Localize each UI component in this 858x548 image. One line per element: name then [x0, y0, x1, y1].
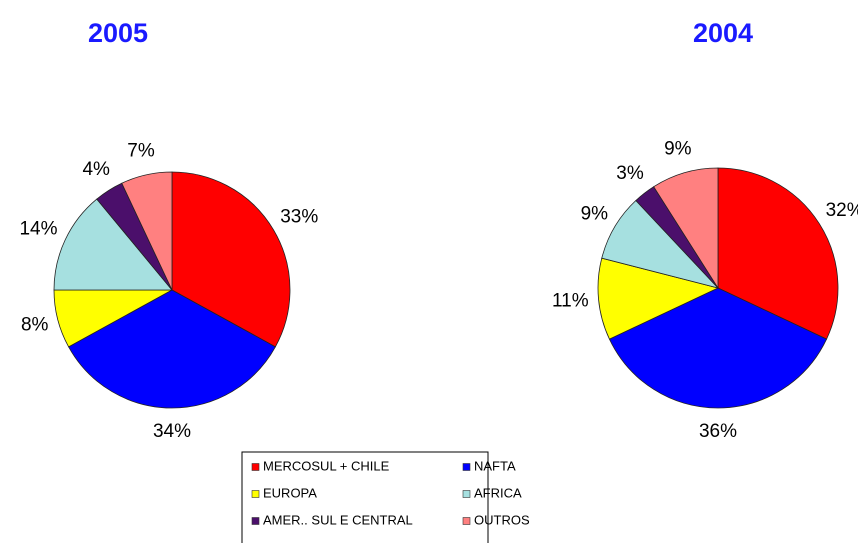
pie-slice	[68, 289, 276, 409]
data-label: 14%	[19, 219, 57, 240]
legend-box	[241, 451, 489, 548]
pie-slice	[171, 171, 291, 348]
legend-swatch	[462, 490, 471, 498]
legend-label: NAFTA	[474, 458, 516, 473]
legend-swatch	[462, 463, 471, 471]
pie-slice	[121, 171, 173, 291]
data-label: 3%	[616, 163, 644, 184]
legend-label: OUTROS	[474, 512, 530, 527]
pie-slice	[653, 167, 719, 290]
legend-swatch	[251, 517, 260, 525]
data-label: 32%	[826, 200, 858, 221]
chart-title: 2004	[693, 18, 753, 48]
legend-label: AMER.. SUL E CENTRAL	[263, 512, 413, 527]
data-label: 11%	[552, 291, 589, 312]
pie-slice	[53, 198, 173, 291]
data-label: 7%	[127, 140, 155, 161]
pie-slice	[717, 167, 839, 340]
pie-slice	[608, 287, 828, 409]
chart-title: 2005	[88, 18, 148, 48]
pie-slice	[597, 257, 720, 340]
data-label: 4%	[82, 159, 110, 180]
data-label: 9%	[664, 139, 692, 160]
legend-swatch	[251, 490, 260, 498]
legend-swatch	[251, 463, 260, 471]
data-label: 34%	[153, 421, 191, 442]
legend-swatch	[462, 517, 471, 525]
legend-label: AFRICA	[474, 485, 522, 500]
legend-label: EUROPA	[263, 485, 317, 500]
data-label: 33%	[280, 207, 318, 228]
data-label: 9%	[581, 204, 609, 225]
data-label: 8%	[21, 314, 49, 335]
legend-label: MERCOSUL + CHILE	[263, 458, 390, 473]
data-label: 36%	[699, 421, 737, 442]
